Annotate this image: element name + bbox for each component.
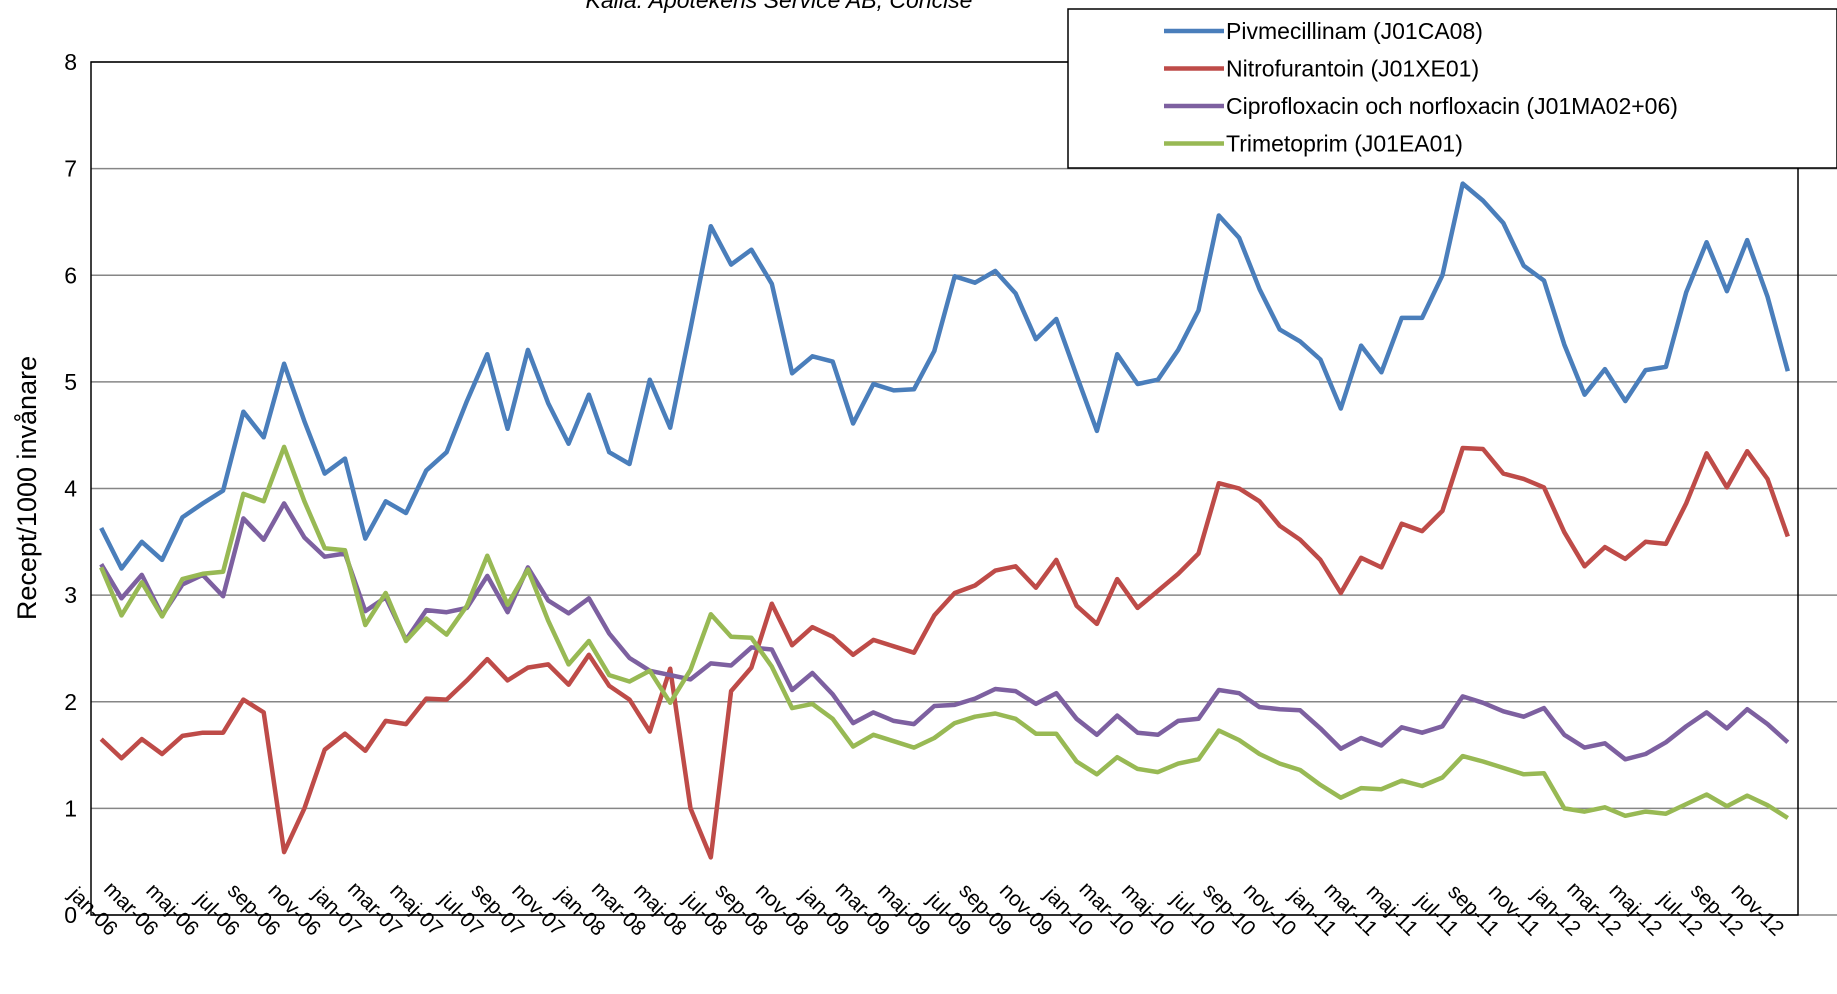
legend-label: Ciprofloxacin och norfloxacin (J01MA02+0… bbox=[1226, 93, 1678, 119]
y-tick-label: 8 bbox=[64, 49, 77, 75]
series-line bbox=[99, 445, 1790, 860]
legend-label: Pivmecillinam (J01CA08) bbox=[1226, 18, 1483, 44]
y-tick-label: 3 bbox=[64, 582, 77, 608]
source: Källa: Apotekens Service AB, Concise bbox=[586, 0, 973, 13]
legend-label: Trimetoprim (J01EA01) bbox=[1226, 131, 1463, 157]
y-tick-label: 1 bbox=[64, 795, 77, 821]
y-tick-label: 2 bbox=[64, 689, 77, 715]
legend-label: Nitrofurantoin (J01XE01) bbox=[1226, 56, 1479, 82]
plot-border bbox=[90, 61, 1799, 916]
y-tick-label: 0 bbox=[64, 902, 77, 928]
y-axis-label: Recept/1000 invånare bbox=[12, 356, 42, 620]
y-tick-label: 4 bbox=[64, 476, 77, 502]
series-line bbox=[99, 181, 1790, 571]
y-tick-label: 6 bbox=[64, 262, 77, 288]
y-tick-label: 5 bbox=[64, 369, 77, 395]
series-line bbox=[99, 444, 1790, 820]
y-tick-label: 7 bbox=[64, 156, 77, 182]
series-line bbox=[99, 501, 1790, 762]
